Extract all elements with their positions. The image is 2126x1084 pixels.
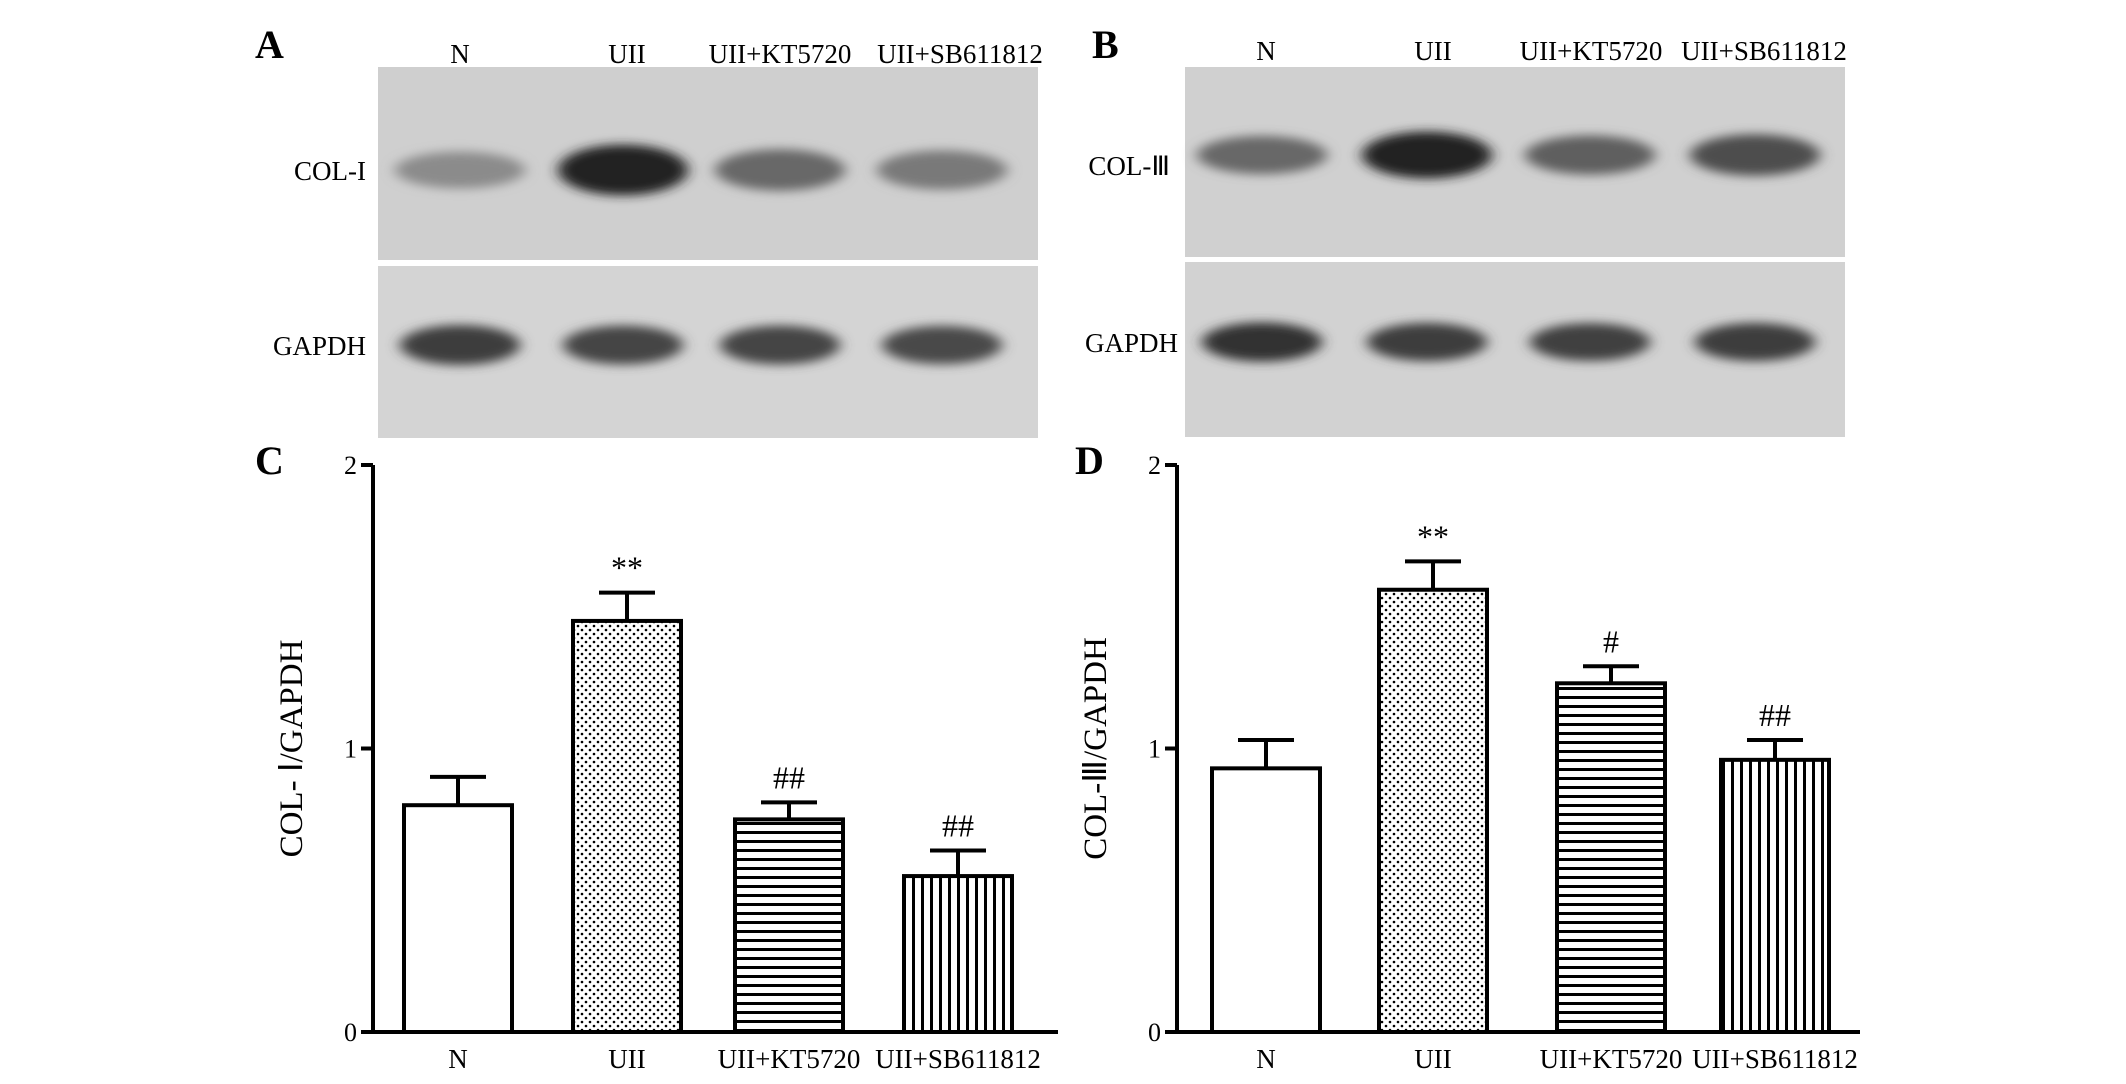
category-label-d-2: UII+KT5720 (1540, 1044, 1683, 1074)
y-tick-label-d-1: 1 (1148, 735, 1161, 764)
band-label-a-gapdh: GAPDH (273, 331, 366, 361)
significance-c-1: ** (611, 550, 643, 586)
y-tick-label-c-2: 2 (344, 451, 357, 480)
lane-label-b-3: UII+SB611812 (1681, 36, 1847, 66)
blot-a-gapdh-band-0 (400, 324, 520, 366)
significance-c-3: ## (942, 808, 974, 844)
panel-letter-d: D (1075, 438, 1104, 483)
chart-c: 0 1 2 COL- Ⅰ/GAPDH N ** UII ## UII+KT5720 ## UII+S… (274, 451, 1058, 1074)
y-axis-title-c: COL- Ⅰ/GAPDH (274, 640, 310, 858)
y-tick-label-d-0: 0 (1148, 1018, 1161, 1047)
blot-b-gapdh-band-2 (1530, 323, 1650, 361)
blot-b-gapdh-band-0 (1202, 322, 1322, 362)
blot-a-col1-band-0 (395, 151, 525, 189)
category-label-c-3: UII+SB611812 (875, 1044, 1041, 1074)
panel-letter-c: C (255, 438, 284, 483)
bar-d-1 (1377, 587, 1489, 1034)
band-label-a-col1: COL-I (294, 156, 366, 186)
blot-b-col3-band-3 (1690, 134, 1820, 176)
bar-d-0 (1210, 766, 1322, 1034)
blot-a-gapdh (378, 266, 1038, 438)
bar-c-3 (902, 874, 1014, 1035)
panel-b: B N UII UII+KT5720 UII+SB611812 COL-Ⅲ GA… (1085, 22, 1847, 437)
significance-d-3: ## (1759, 697, 1791, 733)
y-tick-label-d-2: 2 (1148, 451, 1161, 480)
blot-b-gapdh (1185, 262, 1845, 437)
lane-label-a-1: UII (608, 39, 645, 69)
lane-label-a-2: UII+KT5720 (709, 39, 852, 69)
y-tick-label-c-0: 0 (344, 1018, 357, 1047)
lane-label-b-2: UII+KT5720 (1520, 36, 1663, 66)
bar-c-2 (733, 817, 845, 1034)
category-label-d-1: UII (1414, 1044, 1451, 1074)
panel-d: D 0 1 2 COL-Ⅲ/GAPDH N ** UII # UII+KT5720 ## UII+S… (1075, 438, 1860, 1074)
lane-label-b-1: UII (1414, 36, 1451, 66)
blot-a-col1 (378, 67, 1038, 260)
blot-b-col3-band-1 (1362, 131, 1492, 179)
lane-label-a-3: UII+SB611812 (877, 39, 1043, 69)
chart-d: 0 1 2 COL-Ⅲ/GAPDH N ** UII # UII+KT5720 ## UII+SB6… (1078, 451, 1860, 1074)
blot-a-col1-band-1 (558, 144, 688, 196)
bar-c-0 (402, 803, 514, 1035)
bar-d-2 (1555, 681, 1667, 1034)
blot-a-gapdh-band-1 (563, 325, 683, 365)
significance-d-2: # (1603, 623, 1619, 659)
panel-letter-b: B (1092, 22, 1119, 67)
band-label-b-col3: COL-Ⅲ (1088, 151, 1170, 181)
bar-c-1 (571, 618, 683, 1034)
lane-label-a-0: N (450, 39, 470, 69)
category-label-d-3: UII+SB611812 (1692, 1044, 1858, 1074)
blot-b-gapdh-band-1 (1367, 322, 1487, 362)
significance-d-1: ** (1417, 518, 1449, 554)
bar-d-3 (1719, 757, 1831, 1035)
y-tick-label-c-1: 1 (344, 735, 357, 764)
category-label-c-1: UII (608, 1044, 645, 1074)
band-label-b-gapdh: GAPDH (1085, 328, 1178, 358)
blot-b-col3 (1185, 67, 1845, 257)
category-label-c-0: N (448, 1044, 468, 1074)
panel-a: A N UII UII+KT5720 UII+SB611812 COL-I GA… (255, 22, 1043, 438)
blot-a-col1-band-3 (877, 150, 1007, 190)
blot-b-gapdh-band-3 (1695, 322, 1815, 362)
category-label-c-2: UII+KT5720 (718, 1044, 861, 1074)
blot-a-gapdh-band-2 (720, 325, 840, 365)
lane-label-b-0: N (1256, 36, 1276, 66)
panel-c: C 0 1 2 COL- Ⅰ/GAPDH N ** UII ## UII+KT5720 ## UII… (255, 438, 1058, 1074)
blot-a-col1-band-2 (715, 149, 845, 191)
y-axis-title-d: COL-Ⅲ/GAPDH (1078, 637, 1114, 860)
blot-a-gapdh-band-3 (882, 325, 1002, 365)
significance-c-2: ## (773, 759, 805, 795)
panel-letter-a: A (255, 22, 284, 67)
category-label-d-0: N (1256, 1044, 1276, 1074)
blot-b-col3-band-2 (1525, 135, 1655, 175)
blot-b-col3-band-0 (1197, 135, 1327, 175)
